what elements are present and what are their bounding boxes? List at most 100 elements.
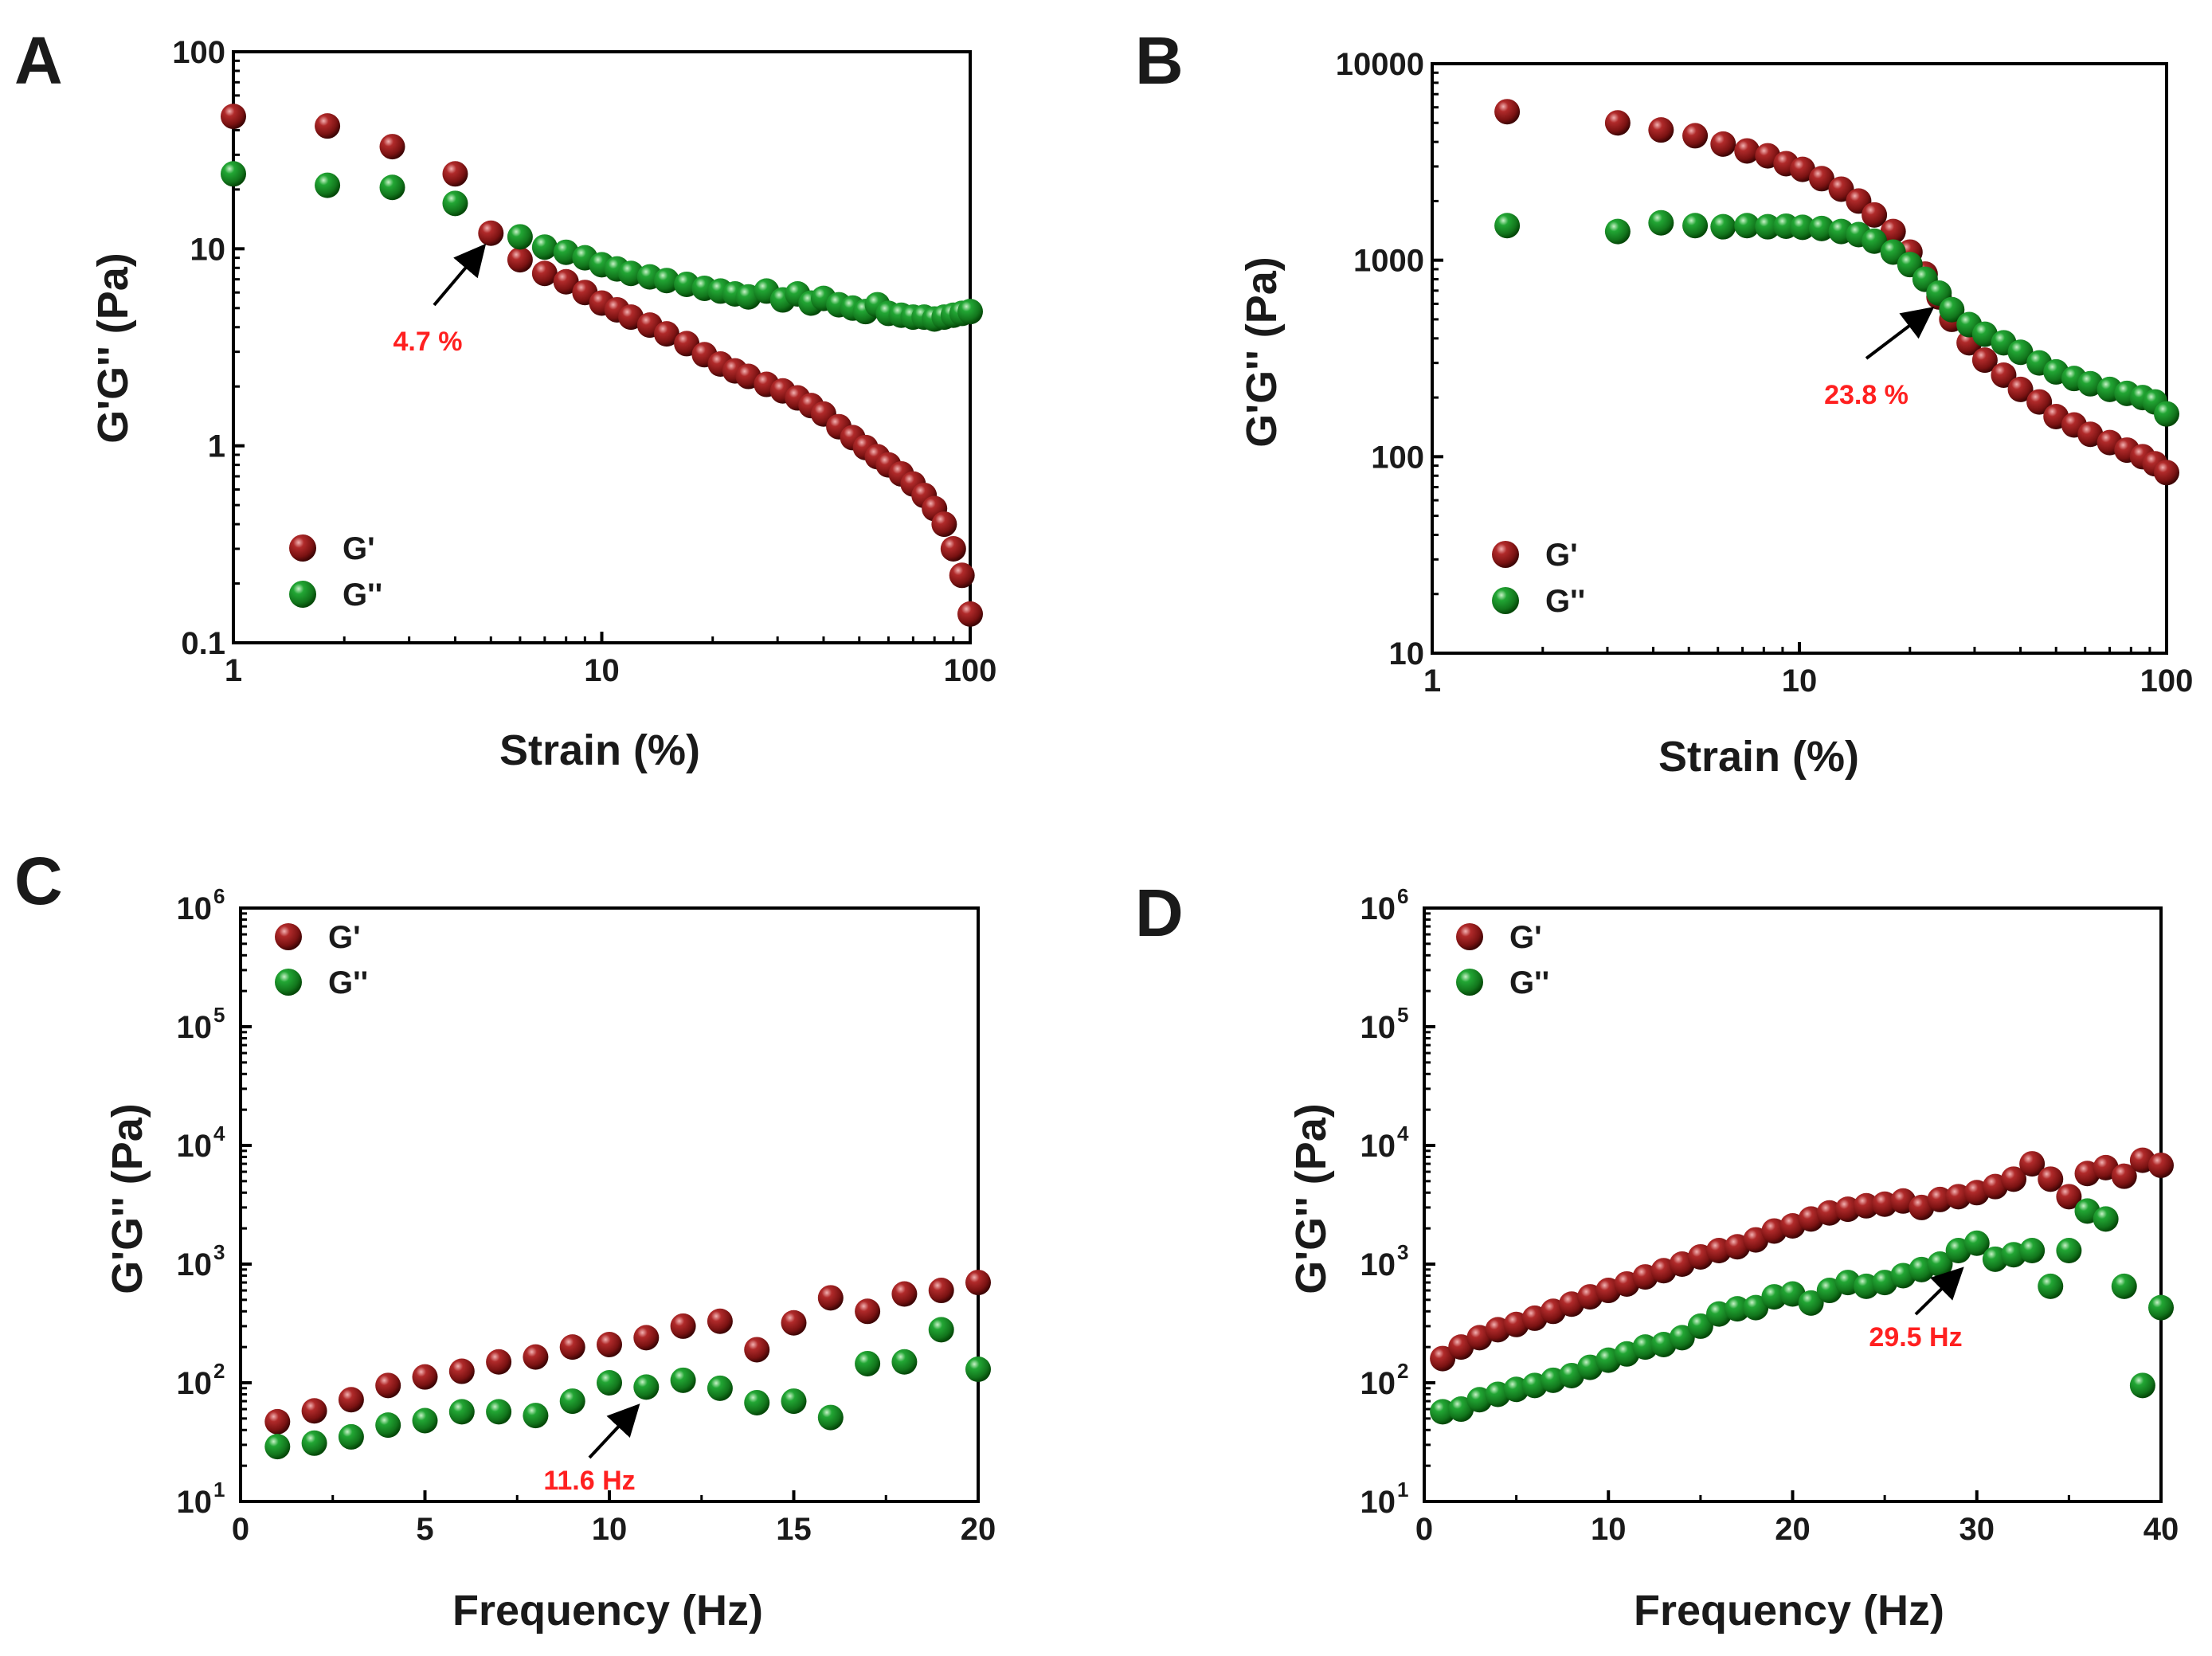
g-double-prime-point (2038, 1273, 2064, 1299)
g-double-prime-point (507, 224, 533, 250)
legend-label: G'' (1509, 965, 1549, 1000)
g-prime-point (2038, 1166, 2064, 1192)
g-double-prime-point (891, 1349, 918, 1375)
y-tick-label: 0.1 (181, 626, 225, 661)
annotation-arrow (588, 1403, 640, 1459)
g-prime-point (531, 260, 558, 287)
y-tick-label: 10 (177, 1485, 213, 1520)
g-prime-point (1854, 1192, 1879, 1219)
y-tick-exponent: 2 (213, 1359, 225, 1383)
y-axis-title-b: G'G'' (Pa) (1238, 256, 1286, 448)
g-prime-point (412, 1364, 438, 1390)
g-prime-point (1494, 99, 1521, 125)
g-prime-point (1991, 362, 2017, 388)
g-double-prime-point (448, 1399, 475, 1425)
g-double-prime-point (1648, 209, 1674, 236)
g-double-prime-point (531, 234, 558, 260)
g-prime-point (379, 134, 405, 160)
g-prime-point (707, 1308, 733, 1334)
x-tick-label: 1 (225, 653, 242, 688)
g-prime-point (1862, 202, 1888, 228)
y-tick-label: 10 (1389, 636, 1425, 671)
g-prime-point (1734, 138, 1760, 164)
y-tick-label: 10 (177, 1366, 213, 1401)
g-double-prime-point (2077, 370, 2104, 397)
legend-marker (289, 534, 316, 562)
x-axis-title-c: Frequency (Hz) (452, 1587, 763, 1634)
y-tick-label: 1000 (1353, 244, 1424, 279)
legend-label: G'' (343, 577, 382, 613)
y-tick-label: 10 (177, 1010, 213, 1045)
g-prime-point (1710, 131, 1736, 157)
g-double-prime-point (2056, 1238, 2082, 1264)
x-axis-title-b: Strain (%) (1658, 733, 1859, 781)
g-prime-point (653, 321, 679, 347)
y-tick-exponent: 1 (213, 1478, 225, 1501)
g-double-prime-point (2093, 1206, 2119, 1232)
g-double-prime-point (855, 1350, 881, 1376)
g-double-prime-point (1798, 1290, 1824, 1316)
y-tick-label: 10 (190, 232, 226, 267)
y-tick-exponent: 1 (1397, 1478, 1408, 1501)
x-tick-label: 20 (961, 1512, 996, 1547)
g-double-prime-point (2129, 1372, 2155, 1399)
g-prime-point (264, 1408, 291, 1435)
g-prime-point (221, 104, 246, 130)
y-tick-label: 10 (1360, 1366, 1396, 1401)
y-axis-title-d: G'G'' (Pa) (1287, 1103, 1335, 1294)
g-double-prime-point (1808, 215, 1834, 241)
legend-marker (289, 581, 316, 608)
g-double-prime-point (315, 172, 341, 198)
g-double-prime-point (1669, 1325, 1695, 1351)
g-double-prime-point (1939, 296, 1965, 323)
data-points (1494, 99, 2179, 486)
annotation-label: 29.5 Hz (1869, 1322, 1962, 1353)
g-double-prime-point (2148, 1294, 2174, 1321)
y-tick-exponent: 4 (1397, 1122, 1409, 1145)
g-double-prime-point (670, 1367, 696, 1393)
g-prime-point (633, 1325, 660, 1351)
y-tick-label: 100 (1371, 440, 1424, 475)
x-tick-label: 10 (1591, 1512, 1627, 1547)
y-tick-label: 100 (172, 35, 225, 70)
g-double-prime-point (221, 161, 246, 187)
y-tick-label: 10 (177, 1129, 213, 1164)
g-double-prime-point (1687, 1313, 1713, 1339)
x-tick-label: 100 (2140, 664, 2194, 699)
g-double-prime-point (338, 1423, 364, 1450)
x-tick-label: 20 (1775, 1512, 1811, 1547)
legend-label: G' (343, 531, 375, 566)
panel-letter-c: C (14, 844, 63, 918)
legend-marker (1456, 969, 1483, 996)
legend-marker (1456, 923, 1483, 950)
legend-marker (275, 923, 302, 950)
legend-label: G'' (328, 965, 368, 1000)
g-double-prime-point (1725, 1296, 1751, 1322)
y-tick-label: 10 (1360, 1129, 1396, 1164)
g-prime-point (375, 1372, 401, 1399)
g-prime-point (2007, 376, 2034, 402)
g-double-prime-point (1494, 213, 1521, 239)
g-prime-point (1430, 1345, 1456, 1372)
annotation-label: 11.6 Hz (543, 1466, 635, 1496)
y-tick-exponent: 6 (1397, 884, 1408, 908)
data-points (264, 1270, 991, 1460)
annotation-label: 4.7 % (393, 327, 463, 357)
legend-marker (1492, 587, 1519, 614)
g-prime-point (2001, 1166, 2026, 1192)
g-double-prime-point (781, 1388, 807, 1415)
y-tick-label: 10 (1360, 1485, 1396, 1520)
g-double-prime-point (264, 1434, 291, 1460)
g-double-prime-point (817, 1404, 844, 1431)
x-tick-label: 5 (416, 1512, 433, 1547)
legend-label: G' (1545, 538, 1578, 573)
y-tick-exponent: 5 (213, 1003, 225, 1027)
g-double-prime-point (2111, 1273, 2137, 1299)
g-double-prime-point (486, 1399, 512, 1425)
g-prime-point (928, 1278, 954, 1304)
x-tick-label: 30 (1959, 1512, 1995, 1547)
axes-frame (1431, 62, 2168, 655)
